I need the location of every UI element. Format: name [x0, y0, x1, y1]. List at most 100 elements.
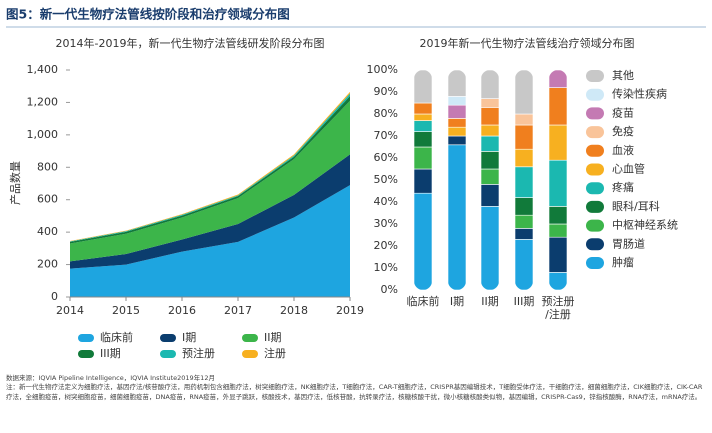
legend-label: 预注册 — [182, 346, 215, 360]
bar-segment — [481, 151, 499, 170]
y-tick-label: 1,000 — [27, 128, 59, 141]
y-tick-label: 0% — [381, 283, 398, 296]
legend-swatch — [78, 350, 94, 358]
legend-label: 其他 — [612, 69, 634, 82]
x-tick-label: 2016 — [168, 304, 196, 317]
bar-segment — [549, 223, 567, 238]
bar-segment — [481, 124, 499, 137]
legend-label: 免疫 — [612, 124, 634, 138]
bar-segment — [481, 168, 499, 185]
bar-segment — [481, 184, 499, 207]
legend-swatch — [586, 126, 604, 139]
legend-label: 血液 — [612, 143, 634, 157]
y-tick-label: 600 — [37, 193, 58, 206]
x-tick-label: III期 — [514, 295, 535, 308]
bar-segment — [448, 126, 466, 137]
legend-label: 临床前 — [100, 330, 133, 344]
bar-segment — [414, 102, 432, 115]
source: 数据来源：IQVIA Pipeline Intelligence，IQVIA I… — [6, 374, 215, 382]
bar-segment — [481, 98, 499, 108]
legend-label: 胃肠道 — [612, 236, 645, 250]
bar-segment — [515, 113, 533, 126]
x-tick-label: 2014 — [56, 304, 84, 317]
y-tick-label: 60% — [374, 151, 398, 164]
legend-label: 中枢神经系统 — [612, 218, 678, 232]
y-tick-label: 100% — [367, 63, 398, 76]
figure-title: 图5：新一代生物疗法管线按阶段和治疗领域分布图 — [6, 7, 290, 22]
bar-stack — [448, 70, 466, 290]
x-tick-label: 2017 — [224, 304, 252, 317]
bar-segment — [481, 70, 499, 99]
bar-segment — [549, 206, 567, 225]
y-tick-label: 20% — [374, 239, 398, 252]
y-tick-label: 90% — [374, 85, 398, 98]
legend-swatch — [586, 70, 604, 82]
bar-segment — [515, 239, 533, 290]
y-tick-label: 800 — [37, 160, 58, 173]
y-tick-label: 0 — [51, 290, 58, 303]
y-tick-label: 40% — [374, 195, 398, 208]
bar-segment — [515, 228, 533, 240]
legend-swatch — [78, 334, 94, 342]
bar-segment — [515, 197, 533, 216]
bar-segment — [549, 70, 567, 88]
bar-segment — [448, 135, 466, 146]
y-tick-label: 30% — [374, 217, 398, 230]
label-line: 预注册 — [542, 294, 575, 308]
legend-label: 心血管 — [612, 162, 645, 176]
bar-segment — [515, 166, 533, 198]
area — [70, 154, 350, 269]
x-tick-label: 2019 — [336, 304, 364, 317]
y-tick-label: 1,400 — [27, 63, 59, 76]
legend-label: 肿瘤 — [612, 255, 634, 269]
legend-swatch — [586, 88, 604, 101]
bar-segment — [414, 70, 432, 104]
y-tick-label: 10% — [374, 261, 398, 274]
bar-segment — [414, 146, 432, 170]
legend-swatch — [586, 219, 604, 232]
bar-segment — [515, 148, 533, 168]
legend-label: 传染性疾病 — [612, 87, 667, 101]
bar-segment — [448, 118, 466, 128]
x-tick-label: I期 — [450, 295, 464, 308]
y-tick-label: 1,200 — [27, 95, 59, 108]
bar-segment — [549, 236, 567, 273]
bar-segment — [549, 124, 567, 161]
y-tick-label: 80% — [374, 107, 398, 120]
y-tick-label: 50% — [374, 173, 398, 186]
x-tick-label: 2015 — [112, 304, 140, 317]
legend-swatch — [586, 257, 604, 269]
x-tick-label: II期 — [481, 295, 499, 308]
bar-segment — [414, 131, 432, 148]
bar-stack — [414, 70, 432, 290]
label-line: /注册 — [545, 307, 571, 321]
bar-segment — [414, 113, 432, 121]
x-tick-label: 2018 — [280, 304, 308, 317]
note: 注：新一代生物疗法定义为细胞疗法，基因疗法/核苷酸疗法，用药机制包含细胞疗法，树… — [6, 383, 703, 401]
legend-label: 注册 — [264, 346, 286, 360]
bar-segment — [414, 192, 432, 290]
bar-segment — [481, 135, 499, 152]
bar-segment — [448, 70, 466, 97]
chart: 图5：新一代生物疗法管线按阶段和治疗领域分布图 2014年-2019年，新一代生… — [6, 7, 706, 360]
bar-segment — [549, 87, 567, 126]
legend-swatch — [242, 334, 258, 342]
bar-segment — [481, 206, 499, 290]
y-tick-label: 70% — [374, 129, 398, 142]
legend-swatch — [586, 238, 604, 251]
legend-label: 疫苗 — [612, 105, 634, 119]
bar-segment — [515, 70, 533, 115]
legend-label: II期 — [264, 331, 282, 344]
legend-label: 疼痛 — [612, 180, 634, 194]
legend-swatch — [242, 350, 258, 358]
chart-title: 2019年新一代生物疗法管线治疗领域分布图 — [420, 36, 635, 50]
bar-segment — [515, 124, 533, 150]
bar-segment — [481, 107, 499, 126]
area — [70, 100, 350, 262]
legend-swatch — [586, 107, 604, 120]
legend-swatch — [586, 163, 604, 176]
bar-stack — [549, 70, 567, 290]
bar-segment — [549, 272, 567, 290]
legend-swatch — [160, 334, 176, 342]
